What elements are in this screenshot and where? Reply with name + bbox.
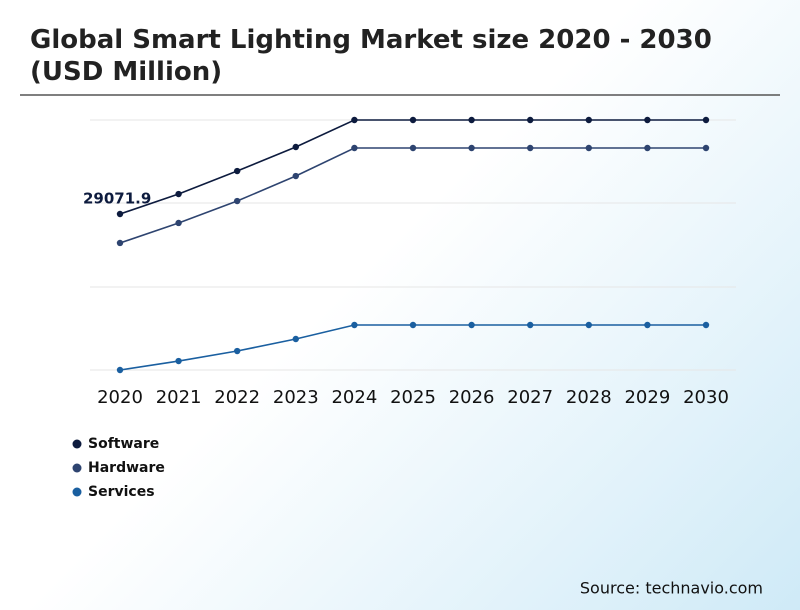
x-tick-label: 2027 [507,387,553,408]
x-tick-label: 2026 [449,387,495,408]
point [585,116,592,124]
point [175,357,182,365]
x-tick-label: 2020 [97,387,143,408]
point [351,321,358,329]
x-tick-label: 2023 [273,387,319,408]
legend-label: Hardware [88,460,165,476]
point [644,116,651,124]
point [702,321,710,329]
point [702,116,710,124]
x-tick-label: 2024 [331,387,377,408]
point [644,321,651,329]
point [702,144,710,152]
legend-marker [72,463,82,473]
series-line [119,147,706,244]
x-tick-label: 2029 [624,387,670,408]
point [468,321,475,329]
point [292,143,299,151]
point [175,219,182,227]
point [234,197,241,205]
x-tick-label: 2022 [214,387,260,408]
x-tick-label: 2021 [156,387,202,408]
point [644,144,651,152]
x-tick-label: 2025 [390,387,436,408]
point [292,335,299,343]
point [351,144,358,152]
point [409,321,417,329]
point [234,167,241,175]
point [585,144,592,152]
series-line [119,324,706,371]
series-line [119,119,706,215]
point [351,116,358,124]
source: Source: technavio.com [580,579,763,598]
point [468,144,475,152]
point [468,116,475,124]
legend-marker [72,439,82,449]
point [527,321,534,329]
x-tick-label: 2030 [683,387,729,408]
legend-label: Software [88,436,159,452]
legend-label: Services [88,484,155,500]
chart-title: Global Smart Lighting Market size 2020 -… [30,25,712,87]
point [527,116,534,124]
point [116,239,124,247]
point [116,210,124,218]
point [234,347,241,355]
point [175,190,182,198]
x-tick-label: 2028 [566,387,612,408]
point [292,172,299,180]
point [409,116,417,124]
legend-marker [72,487,82,497]
point [527,144,534,152]
data-label: 29071.9 [83,190,151,208]
point [585,321,592,329]
point [409,144,417,152]
point [116,366,124,374]
grid [90,119,736,371]
